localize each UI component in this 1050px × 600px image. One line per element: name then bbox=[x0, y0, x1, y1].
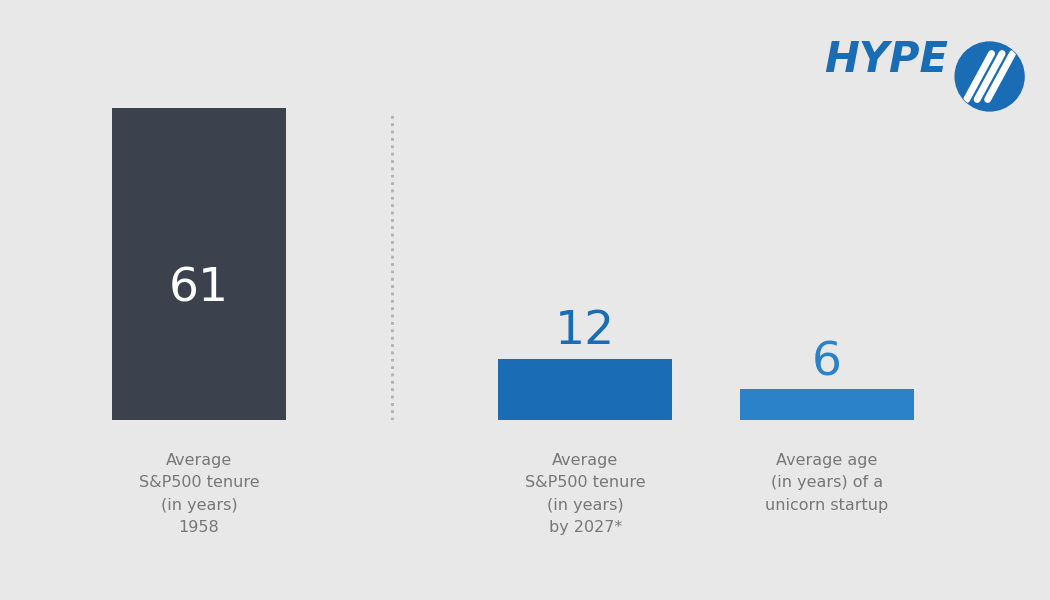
Bar bbox=[499, 359, 672, 420]
Bar bbox=[112, 108, 286, 420]
Bar bbox=[740, 389, 914, 420]
Text: 12: 12 bbox=[555, 310, 615, 355]
Text: Average
S&P500 tenure
(in years)
1958: Average S&P500 tenure (in years) 1958 bbox=[139, 453, 259, 535]
Text: HYPE: HYPE bbox=[824, 39, 948, 81]
Circle shape bbox=[956, 42, 1024, 111]
Text: 61: 61 bbox=[169, 266, 229, 311]
Text: Average
S&P500 tenure
(in years)
by 2027*: Average S&P500 tenure (in years) by 2027… bbox=[525, 453, 646, 535]
Text: 6: 6 bbox=[812, 340, 842, 385]
Text: Average age
(in years) of a
unicorn startup: Average age (in years) of a unicorn star… bbox=[765, 453, 888, 512]
